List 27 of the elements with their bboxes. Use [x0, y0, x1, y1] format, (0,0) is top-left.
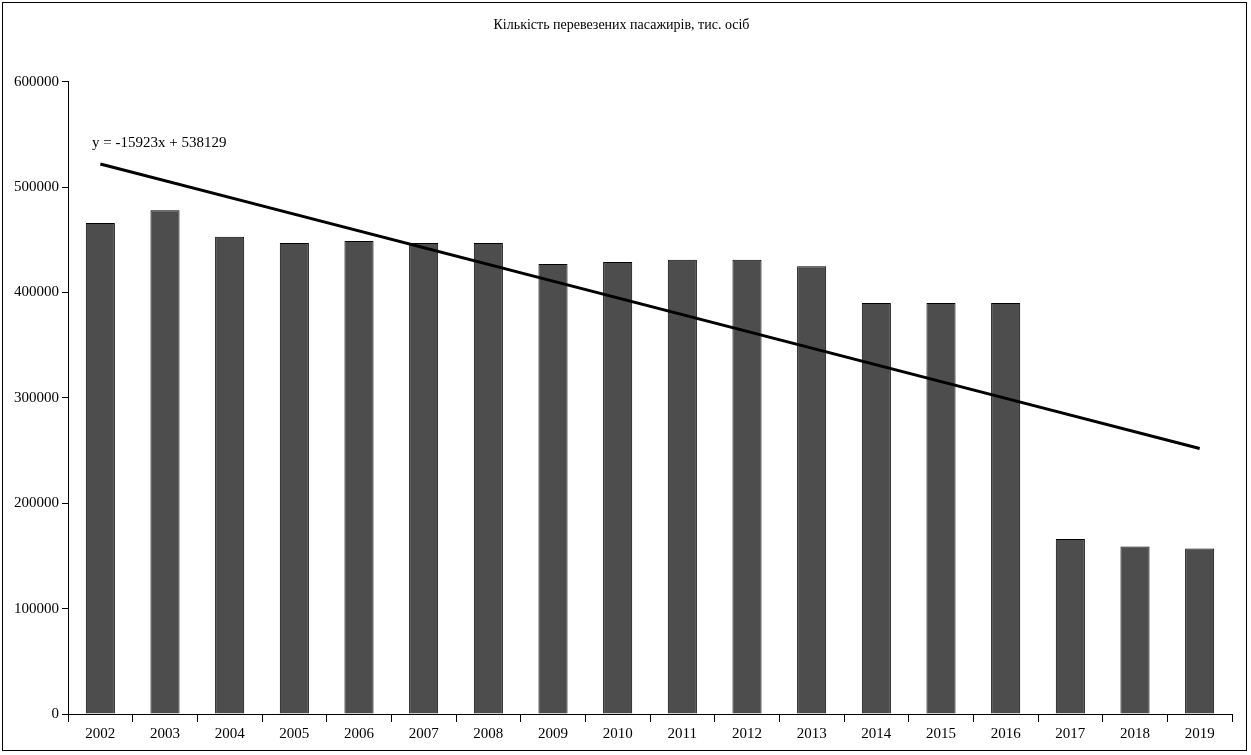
x-tick-label: 2011 [667, 724, 698, 741]
x-tick-label: 2006 [344, 724, 375, 741]
x-tick-label: 2019 [1184, 724, 1215, 741]
y-tick-label: 500000 [14, 178, 59, 195]
x-tick-label: 2013 [796, 724, 827, 741]
y-tick-label: 0 [51, 704, 59, 721]
x-tick-label: 2017 [1055, 724, 1086, 741]
x-tick-label: 2010 [602, 724, 633, 741]
x-tick-label: 2009 [538, 724, 568, 741]
x-tick-label: 2018 [1120, 724, 1150, 741]
y-tick-label: 400000 [14, 283, 59, 300]
x-tick-label: 2014 [861, 724, 892, 741]
x-tick-label: 2012 [732, 724, 762, 741]
x-tick-label: 2005 [279, 724, 310, 741]
x-tick-label: 2015 [926, 724, 956, 741]
y-tick-label: 600000 [14, 72, 59, 89]
x-tick-label: 2007 [408, 724, 440, 741]
x-tick-label: 2003 [150, 724, 180, 741]
x-tick-label: 2008 [473, 724, 504, 741]
y-tick-label: 300000 [14, 388, 59, 405]
annotation: y = -15923x + 538129 [92, 133, 227, 150]
x-tick-label: 2004 [214, 724, 246, 741]
chart-title: Кількість перевезених пасажирів, тис. осіб [493, 17, 750, 33]
x-tick-label: 2002 [85, 724, 116, 741]
y-tick-label: 100000 [14, 599, 59, 616]
y-tick-label: 200000 [14, 494, 59, 511]
x-tick-label: 2016 [990, 724, 1022, 741]
